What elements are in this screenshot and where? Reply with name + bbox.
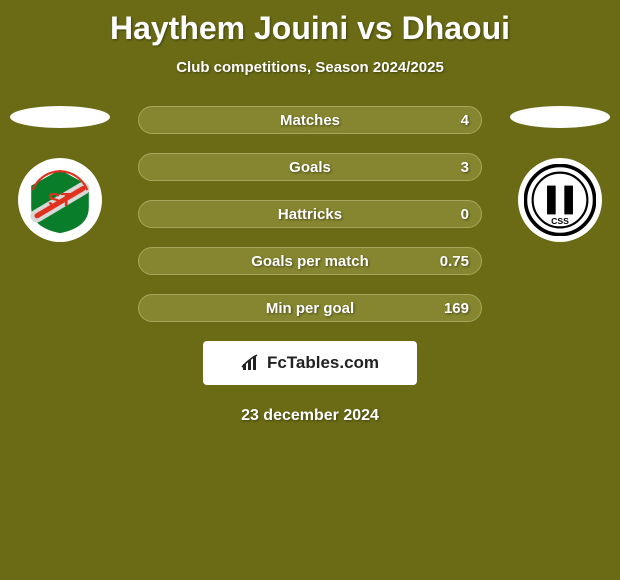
- stade-tunisien-logo-icon: ST: [24, 164, 96, 236]
- left-shadow-ellipse: [10, 106, 110, 128]
- stat-rows: Matches 4 Goals 3 Hattricks 0 Goals per …: [138, 106, 482, 322]
- stat-row-goals: Goals 3: [138, 153, 482, 181]
- right-shadow-ellipse: [510, 106, 610, 128]
- comparison-panel: ST CSS Matches 4 Goals 3 Hattricks 0: [0, 106, 620, 425]
- brand-text: FcTables.com: [267, 353, 379, 373]
- brand-label: FcTables.com: [241, 353, 379, 373]
- stat-value-right: 3: [461, 159, 469, 176]
- stat-value-right: 4: [461, 112, 469, 129]
- svg-text:ST: ST: [48, 189, 72, 210]
- team-badge-right: CSS: [518, 158, 602, 242]
- stat-value-right: 169: [444, 300, 469, 317]
- team-badge-left: ST: [18, 158, 102, 242]
- stat-row-matches: Matches 4: [138, 106, 482, 134]
- page-title: Haythem Jouini vs Dhaoui: [0, 0, 620, 47]
- css-logo-icon: CSS: [524, 164, 596, 236]
- stat-label: Min per goal: [266, 300, 354, 317]
- page-subtitle: Club competitions, Season 2024/2025: [0, 59, 620, 76]
- generated-date: 23 december 2024: [0, 407, 620, 425]
- stat-label: Matches: [280, 112, 340, 129]
- stat-row-hattricks: Hattricks 0: [138, 200, 482, 228]
- stat-label: Goals per match: [251, 253, 369, 270]
- stat-label: Hattricks: [278, 206, 342, 223]
- stat-label: Goals: [289, 159, 331, 176]
- stat-row-min-per-goal: Min per goal 169: [138, 294, 482, 322]
- stat-value-right: 0.75: [440, 253, 469, 270]
- brand-box[interactable]: FcTables.com: [203, 341, 417, 385]
- svg-text:CSS: CSS: [551, 216, 569, 226]
- stat-value-right: 0: [461, 206, 469, 223]
- bar-chart-icon: [241, 354, 263, 372]
- stat-row-goals-per-match: Goals per match 0.75: [138, 247, 482, 275]
